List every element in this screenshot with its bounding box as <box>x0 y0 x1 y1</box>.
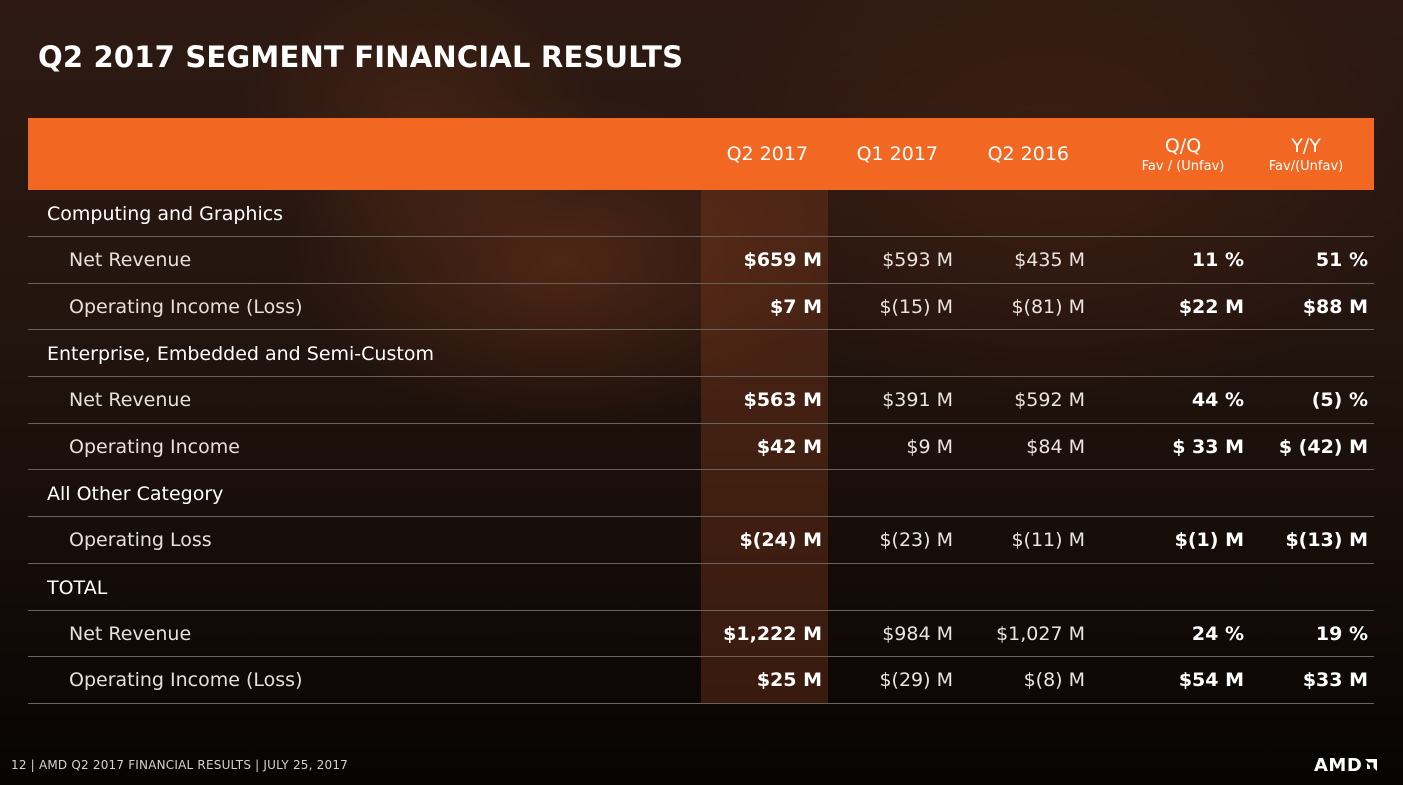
amd-arrow-icon <box>1365 759 1378 771</box>
cell-q1-2017: $391 M <box>882 389 953 411</box>
cell-q1-2017: $(23) M <box>879 529 953 551</box>
cell-q1-2017: $984 M <box>882 622 953 645</box>
cell-q2-2017: $7 M <box>770 295 822 318</box>
cell-qq: 24 % <box>1191 622 1244 645</box>
cell-q1-2017: $(29) M <box>879 669 953 691</box>
section-row: Enterprise, Embedded and Semi-Custom <box>28 330 1374 377</box>
cell-yy: $33 M <box>1302 669 1368 691</box>
cell-q2-2016: $84 M <box>1026 435 1085 458</box>
header-yy-label: Y/Y <box>1291 134 1321 157</box>
header-qq-label: Q/Q <box>1164 134 1202 157</box>
cell-q2-2017: $(24) M <box>739 529 822 551</box>
header-q2-2017: Q2 2017 <box>708 118 808 190</box>
cell-q1-2017: $(15) M <box>879 295 953 318</box>
section-label: Computing and Graphics <box>47 203 284 225</box>
section-row: All Other Category <box>28 470 1374 517</box>
cell-yy: 51 % <box>1315 249 1368 271</box>
header-q2-2016: Q2 2016 <box>969 118 1069 190</box>
cell-qq: $(1) M <box>1174 529 1244 551</box>
cell-qq: $ 33 M <box>1172 435 1244 458</box>
table-row: Operating Loss $(24) M $(23) M $(11) M $… <box>28 517 1374 564</box>
header-qq-sublabel: Fav / (Unfav) <box>1141 158 1225 174</box>
row-label: Operating Income (Loss) <box>69 295 303 318</box>
cell-q1-2017: $9 M <box>906 435 953 458</box>
header-q2-2016-label: Q2 2016 <box>987 143 1069 165</box>
section-row: TOTAL <box>28 564 1374 611</box>
header-yy-sublabel: Fav/(Unfav) <box>1268 158 1344 174</box>
cell-q2-2016: $(11) M <box>1011 529 1085 551</box>
cell-q2-2017: $25 M <box>756 669 822 691</box>
current-quarter-highlight <box>701 190 828 703</box>
cell-q2-2016: $(8) M <box>1023 669 1085 691</box>
cell-q1-2017: $593 M <box>882 249 953 271</box>
section-label: Enterprise, Embedded and Semi-Custom <box>47 343 434 365</box>
table-row: Net Revenue $659 M $593 M $435 M 11 % 51… <box>28 237 1374 284</box>
cell-qq: $22 M <box>1178 295 1244 318</box>
table-header: Q2 2017 Q1 2017 Q2 2016 Q/Q Fav / (Unfav… <box>28 118 1374 190</box>
cell-yy: $ (42) M <box>1278 435 1368 458</box>
table-row: Operating Income (Loss) $7 M $(15) M $(8… <box>28 284 1374 330</box>
row-label: Operating Income (Loss) <box>69 669 303 691</box>
cell-yy: $88 M <box>1302 295 1368 318</box>
section-label: TOTAL <box>47 576 108 599</box>
row-label: Net Revenue <box>69 249 192 271</box>
cell-q2-2016: $592 M <box>1014 389 1085 411</box>
cell-q2-2016: $1,027 M <box>996 622 1085 645</box>
header-q2-2017-label: Q2 2017 <box>726 143 808 165</box>
page-title: Q2 2017 SEGMENT FINANCIAL RESULTS <box>38 40 684 74</box>
table-row: Net Revenue $563 M $391 M $592 M 44 % (5… <box>28 377 1374 424</box>
row-label: Net Revenue <box>69 389 192 411</box>
cell-qq: 11 % <box>1191 249 1244 271</box>
footer-text: 12 | AMD Q2 2017 FINANCIAL RESULTS | JUL… <box>11 758 349 772</box>
row-label: Operating Income <box>69 435 240 458</box>
table-row: Operating Income $42 M $9 M $84 M $ 33 M… <box>28 424 1374 470</box>
header-qq: Q/Q Fav / (Unfav) <box>1118 118 1248 190</box>
section-label: All Other Category <box>47 483 224 505</box>
header-yy: Y/Y Fav/(Unfav) <box>1258 118 1354 190</box>
cell-q2-2016: $(81) M <box>1011 295 1085 318</box>
cell-q2-2016: $435 M <box>1014 249 1085 271</box>
row-label: Net Revenue <box>69 622 192 645</box>
header-q1-2017-label: Q1 2017 <box>856 143 938 165</box>
table-body: Computing and Graphics Net Revenue $659 … <box>28 190 1374 704</box>
row-label: Operating Loss <box>69 529 212 551</box>
cell-q2-2017: $42 M <box>756 435 822 458</box>
cell-yy: 19 % <box>1315 622 1368 645</box>
table-row: Net Revenue $1,222 M $984 M $1,027 M 24 … <box>28 611 1374 657</box>
cell-q2-2017: $563 M <box>743 389 822 411</box>
table-row: Operating Income (Loss) $25 M $(29) M $(… <box>28 657 1374 704</box>
amd-logo: AMD <box>1314 755 1378 776</box>
cell-q2-2017: $1,222 M <box>723 622 822 645</box>
financial-results-table: Q2 2017 Q1 2017 Q2 2016 Q/Q Fav / (Unfav… <box>28 118 1374 704</box>
logo-text: AMD <box>1314 755 1363 776</box>
header-q1-2017: Q1 2017 <box>838 118 938 190</box>
cell-qq: $54 M <box>1178 669 1244 691</box>
cell-yy: $(13) M <box>1285 529 1368 551</box>
cell-qq: 44 % <box>1191 389 1244 411</box>
section-row: Computing and Graphics <box>28 190 1374 237</box>
cell-q2-2017: $659 M <box>743 249 822 271</box>
cell-yy: (5) % <box>1311 389 1368 411</box>
